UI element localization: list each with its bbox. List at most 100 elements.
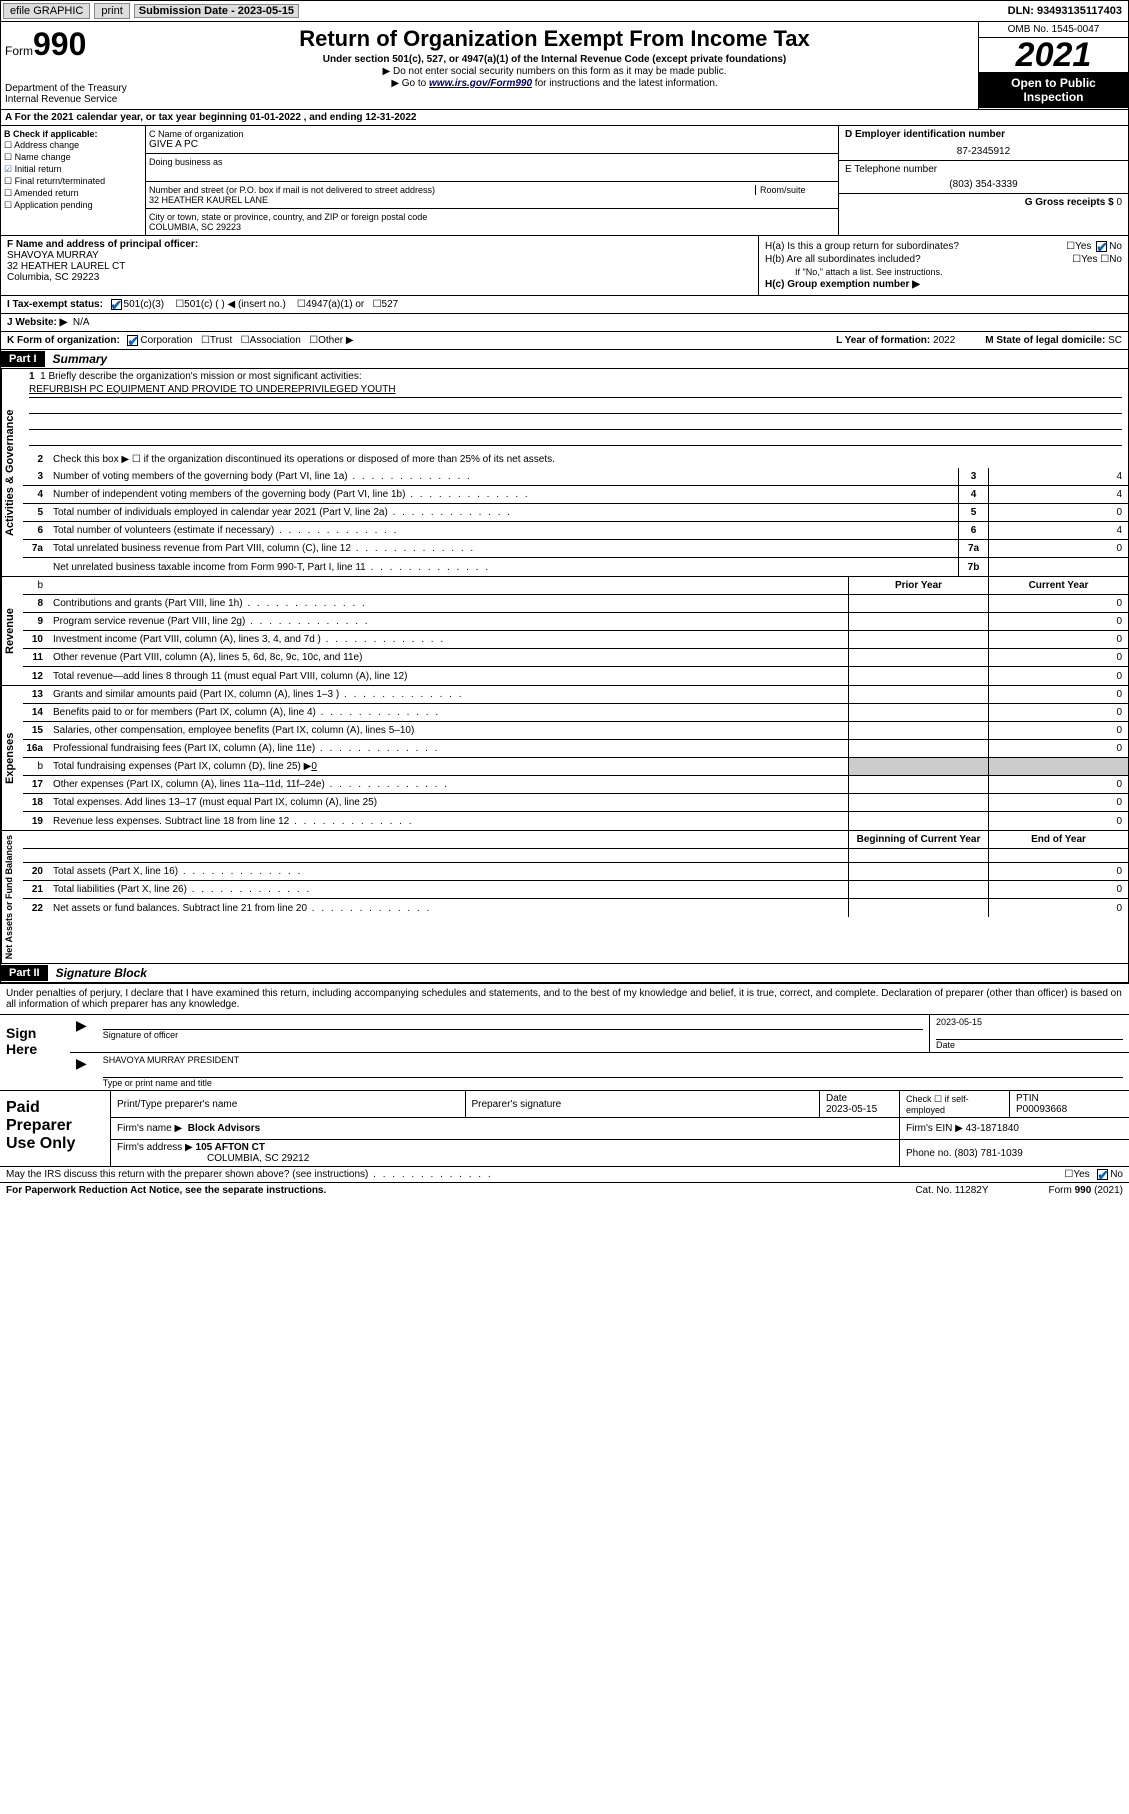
signature-intro: Under penalties of perjury, I declare th… xyxy=(0,983,1129,1014)
revenue-section: Revenue bPrior YearCurrent Year 8Contrib… xyxy=(0,577,1129,686)
sig-date: 2023-05-15 xyxy=(936,1017,982,1027)
val-7b xyxy=(988,558,1128,576)
check-corporation[interactable] xyxy=(127,335,138,346)
line-16b: Total fundraising expenses (Part IX, col… xyxy=(49,759,848,774)
line-21: Total liabilities (Part X, line 26) xyxy=(49,882,848,897)
name-label: Type or print name and title xyxy=(103,1077,1123,1088)
city-state-zip: COLUMBIA, SC 29223 xyxy=(149,222,835,232)
val-7a: 0 xyxy=(988,540,1128,557)
prep-name-label: Print/Type preparer's name xyxy=(110,1091,465,1117)
expenses-section: Expenses 13Grants and similar amounts pa… xyxy=(0,686,1129,831)
line-16a: Professional fundraising fees (Part IX, … xyxy=(49,741,848,756)
h-c-line: H(c) Group exemption number ▶ xyxy=(765,279,1122,290)
form-title: Return of Organization Exempt From Incom… xyxy=(139,26,970,52)
submission-date: Submission Date - 2023-05-15 xyxy=(134,4,299,18)
line-10: Investment income (Part VIII, column (A)… xyxy=(49,632,848,647)
section-a-g: B Check if applicable: ☐ Address change … xyxy=(0,126,1129,236)
line-9: Program service revenue (Part VIII, line… xyxy=(49,614,848,629)
org-name: GIVE A PC xyxy=(149,139,835,150)
prior-year-hdr: Prior Year xyxy=(848,577,988,594)
line-20: Total assets (Part X, line 16) xyxy=(49,864,848,879)
telephone-value: (803) 354-3339 xyxy=(845,179,1122,190)
street-address: 32 HEATHER KAUREL LANE xyxy=(149,195,835,205)
val-3: 4 xyxy=(988,468,1128,485)
year-formation: 2022 xyxy=(933,335,955,346)
subtitle-1: Under section 501(c), 527, or 4947(a)(1)… xyxy=(139,54,970,65)
sign-here-block: Sign Here ▶ Signature of officer 2023-05… xyxy=(0,1014,1129,1090)
line-15: Salaries, other compensation, employee b… xyxy=(49,723,848,738)
part-1-header: Part I Summary xyxy=(0,350,1129,369)
check-501c3[interactable] xyxy=(111,299,122,310)
topbar: efile GRAPHIC print Submission Date - 20… xyxy=(0,0,1129,22)
print-button[interactable]: print xyxy=(94,3,129,19)
firm-name: Block Advisors xyxy=(188,1123,260,1134)
firm-phone: (803) 781-1039 xyxy=(954,1148,1022,1159)
paperwork-notice: For Paperwork Reduction Act Notice, see … xyxy=(6,1185,326,1196)
vtab-net-assets: Net Assets or Fund Balances xyxy=(1,831,23,963)
check-amended[interactable]: ☐ Amended return xyxy=(4,188,142,199)
row-k-form-org: K Form of organization: Corporation ☐ Tr… xyxy=(0,332,1129,350)
firm-addr1: 105 AFTON CT xyxy=(196,1142,265,1153)
dln-label: DLN: 93493135117403 xyxy=(1004,5,1126,17)
h-b-note: If "No," attach a list. See instructions… xyxy=(765,267,1122,277)
gross-receipts-value: 0 xyxy=(1116,197,1122,208)
paid-preparer-block: Paid Preparer Use Only Print/Type prepar… xyxy=(0,1090,1129,1167)
tax-period: A For the 2021 calendar year, or tax yea… xyxy=(0,110,1129,126)
signer-name: SHAVOYA MURRAY PRESIDENT xyxy=(103,1055,239,1065)
h-a-line: H(a) Is this a group return for subordin… xyxy=(765,241,1122,252)
self-employed-check[interactable]: Check ☐ if self-employed xyxy=(899,1091,1009,1117)
footer-row: For Paperwork Reduction Act Notice, see … xyxy=(0,1183,1129,1198)
line-8: Contributions and grants (Part VIII, lin… xyxy=(49,596,848,611)
val-4: 4 xyxy=(988,486,1128,503)
open-public-label: Open to Public Inspection xyxy=(979,72,1128,108)
line-4: Number of independent voting members of … xyxy=(49,487,958,502)
instructions-link[interactable]: www.irs.gov/Form990 xyxy=(429,78,532,89)
efile-label: efile GRAPHIC xyxy=(3,3,90,19)
city-row: City or town, state or province, country… xyxy=(146,209,838,235)
line-11: Other revenue (Part VIII, column (A), li… xyxy=(49,650,848,665)
line-5: Total number of individuals employed in … xyxy=(49,505,958,520)
vtab-expenses: Expenses xyxy=(1,686,23,830)
paid-preparer-label: Paid Preparer Use Only xyxy=(0,1091,110,1166)
val-5: 0 xyxy=(988,504,1128,521)
line-6: Total number of volunteers (estimate if … xyxy=(49,523,958,538)
street-row: Number and street (or P.O. box if mail i… xyxy=(146,182,838,209)
line-14: Benefits paid to or for members (Part IX… xyxy=(49,705,848,720)
line-18: Total expenses. Add lines 13–17 (must eq… xyxy=(49,795,848,810)
line-19: Revenue less expenses. Subtract line 18 … xyxy=(49,814,848,829)
check-final-return[interactable]: ☐ Final return/terminated xyxy=(4,176,142,187)
officer-name: SHAVOYA MURRAY xyxy=(7,250,752,261)
officer-addr2: Columbia, SC 29223 xyxy=(7,272,752,283)
current-year-hdr: Current Year xyxy=(988,577,1128,594)
check-address-change[interactable]: ☐ Address change xyxy=(4,140,142,151)
date-label: Date xyxy=(936,1039,1123,1050)
org-name-row: C Name of organization GIVE A PC xyxy=(146,126,838,154)
sign-here-label: Sign Here xyxy=(0,1015,70,1090)
ha-no-check[interactable] xyxy=(1096,241,1107,252)
begin-year-hdr: Beginning of Current Year xyxy=(848,831,988,848)
ptin-value: P00093668 xyxy=(1016,1104,1067,1115)
ein-value: 87-2345912 xyxy=(845,146,1122,157)
discuss-row: May the IRS discuss this return with the… xyxy=(0,1167,1129,1183)
line-2: Check this box ▶ ☐ if the organization d… xyxy=(49,452,1128,467)
governance-section: Activities & Governance 1 1 Briefly desc… xyxy=(0,369,1129,577)
dept-label: Department of the Treasury xyxy=(5,83,127,94)
firm-addr2: COLUMBIA, SC 29212 xyxy=(117,1153,309,1164)
discuss-no-check[interactable] xyxy=(1097,1169,1108,1180)
mission-block: 1 1 Briefly describe the organization's … xyxy=(23,369,1128,450)
vtab-revenue: Revenue xyxy=(1,577,23,685)
form-ref: Form 990 (2021) xyxy=(1049,1185,1123,1196)
part-2-header: Part II Signature Block xyxy=(0,964,1129,983)
check-app-pending[interactable]: ☐ Application pending xyxy=(4,200,142,211)
prep-sig-label: Preparer's signature xyxy=(465,1091,820,1117)
row-i-tax-status: I Tax-exempt status: 501(c)(3) ☐ 501(c) … xyxy=(0,296,1129,314)
check-initial-return[interactable]: ☑ Initial return xyxy=(4,164,142,175)
line-17: Other expenses (Part IX, column (A), lin… xyxy=(49,777,848,792)
form-header: Form990 Department of the Treasury Inter… xyxy=(0,22,1129,110)
line-12: Total revenue—add lines 8 through 11 (mu… xyxy=(49,669,848,684)
officer-addr1: 32 HEATHER LAUREL CT xyxy=(7,261,752,272)
check-name-change[interactable]: ☐ Name change xyxy=(4,152,142,163)
firm-ein: 43-1871840 xyxy=(966,1123,1019,1134)
column-b-checkboxes: B Check if applicable: ☐ Address change … xyxy=(1,126,146,235)
net-assets-section: Net Assets or Fund Balances Beginning of… xyxy=(0,831,1129,964)
